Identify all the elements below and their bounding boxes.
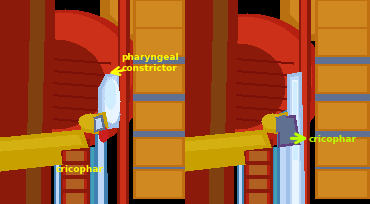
Text: cricophar: cricophar — [56, 164, 104, 173]
Text: pharyngeal: pharyngeal — [121, 52, 179, 61]
Text: constrictor: constrictor — [121, 63, 177, 72]
Text: cricophar: cricophar — [309, 134, 357, 143]
